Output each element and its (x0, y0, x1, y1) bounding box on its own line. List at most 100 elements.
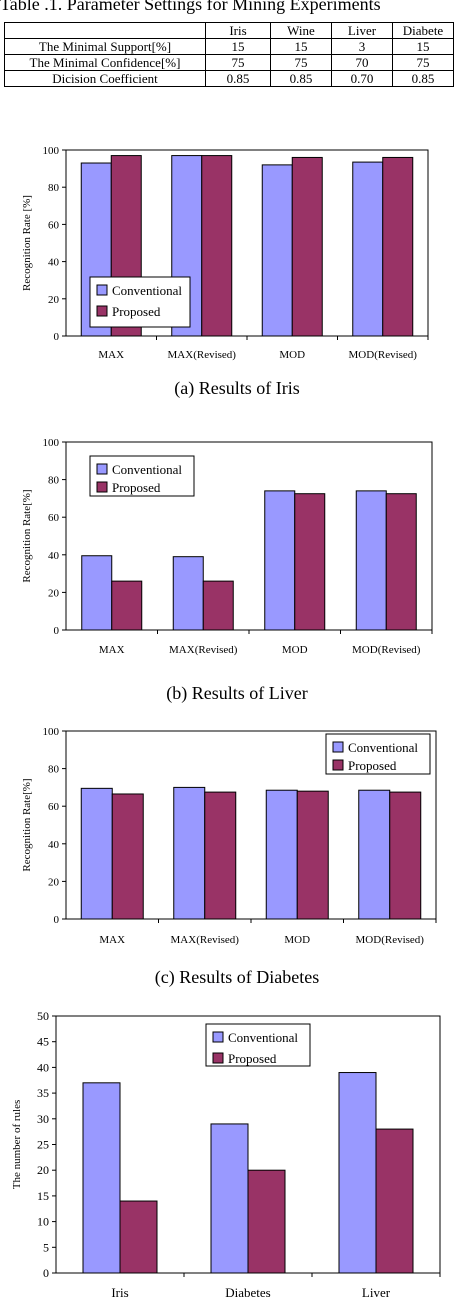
table-row-label: The Minimal Confidence[%] (4, 54, 206, 71)
table-header-row: Iris Wine Liver Diabete (4, 22, 454, 39)
y-tick-label: 30 (37, 1112, 49, 1126)
legend-swatch-proposed (96, 305, 108, 317)
x-tick-label: MOD (284, 934, 310, 946)
y-tick-label: 40 (37, 1060, 49, 1074)
legend-swatch-proposed (212, 1052, 224, 1064)
y-tick-label: 15 (37, 1189, 49, 1203)
x-tick-label: MOD(Revised) (356, 934, 425, 946)
x-tick-label: MOD(Revised) (352, 644, 421, 656)
bar-conventional (261, 164, 293, 337)
bar-proposed (375, 1128, 414, 1274)
bar-proposed (201, 155, 233, 337)
legend-label: Proposed (348, 758, 397, 773)
y-tick-label: 100 (43, 145, 60, 157)
x-tick-label: MAX (99, 934, 125, 946)
legend-box (89, 455, 195, 497)
legend-swatch-conventional (96, 463, 108, 475)
x-tick-label: Iris (111, 1285, 128, 1299)
x-tick-label: Liver (362, 1285, 391, 1299)
y-tick-label: 60 (48, 219, 60, 231)
legend-label: Proposed (112, 304, 161, 319)
chart-caption: (a) Results of Iris (174, 378, 299, 399)
y-tick-label: 80 (48, 182, 60, 194)
legend-label: Proposed (112, 480, 161, 495)
x-tick-label: MOD (279, 349, 305, 361)
table-header-cell: Diabete (392, 22, 454, 39)
bar-conventional (265, 789, 298, 920)
y-tick-label: 80 (48, 764, 60, 776)
y-tick-label: 60 (48, 512, 60, 524)
y-tick-label: 60 (48, 801, 60, 813)
y-tick-label: 20 (48, 294, 60, 306)
bar-conventional (172, 556, 204, 631)
x-tick-label: MOD(Revised) (349, 349, 418, 361)
y-tick-label: 0 (54, 331, 60, 343)
legend-swatch-conventional (212, 1031, 224, 1043)
bar-conventional (352, 161, 384, 337)
legend-label: Conventional (112, 462, 182, 477)
chart-caption: (b) Results of Liver (166, 683, 307, 704)
y-axis-label: The number of rules (11, 1100, 23, 1190)
y-tick-label: 50 (37, 1009, 49, 1023)
legend-label: Conventional (112, 283, 182, 298)
y-tick-label: 100 (43, 437, 60, 449)
bar-proposed (247, 1169, 286, 1274)
y-tick-label: 45 (37, 1035, 49, 1049)
y-tick-label: 0 (54, 914, 60, 926)
legend-swatch-conventional (332, 741, 344, 753)
bar-conventional (358, 789, 391, 920)
table-cell: 0.85 (392, 70, 454, 87)
bar-conventional (173, 786, 206, 920)
bar-conventional (355, 490, 387, 631)
y-tick-label: 5 (43, 1240, 49, 1254)
x-tick-label: MAX(Revised) (171, 934, 240, 946)
x-tick-label: MAX (99, 644, 125, 656)
bar-proposed (389, 791, 422, 920)
y-tick-label: 10 (37, 1215, 49, 1229)
table-cell: 15 (392, 38, 454, 55)
bar-conventional (81, 555, 113, 631)
y-tick-label: 20 (37, 1163, 49, 1177)
y-tick-label: 25 (37, 1138, 49, 1152)
y-axis-label: Recognition Rate[%] (21, 778, 33, 871)
y-axis-label: Recognition Rate[%] (21, 489, 33, 582)
bar-proposed (385, 493, 417, 631)
y-tick-label: 100 (43, 726, 60, 738)
bar-proposed (382, 156, 414, 337)
y-tick-label: 40 (48, 257, 60, 269)
legend-swatch-proposed (96, 481, 108, 493)
legend-swatch-proposed (332, 759, 344, 771)
y-tick-label: 40 (48, 550, 60, 562)
legend-label: Conventional (228, 1030, 298, 1045)
bar-conventional (210, 1123, 249, 1274)
bar-proposed (111, 580, 143, 631)
y-axis-label: Recognition Rate [%] (21, 195, 33, 291)
table-cell: 0.70 (331, 70, 393, 87)
bar-conventional (338, 1072, 377, 1274)
table-caption: Table .1. Parameter Settings for Mining … (0, 0, 381, 14)
y-tick-label: 20 (48, 587, 60, 599)
bar-proposed (119, 1200, 158, 1274)
y-tick-label: 35 (37, 1086, 49, 1100)
y-tick-label: 80 (48, 475, 60, 487)
legend-label: Proposed (228, 1051, 277, 1066)
bar-proposed (291, 156, 323, 337)
x-tick-label: MAX (98, 349, 124, 361)
legend-swatch-conventional (96, 284, 108, 296)
bar-proposed (296, 790, 329, 920)
x-tick-label: MAX(Revised) (168, 349, 237, 361)
parameter-table: Iris Wine Liver Diabete The Minimal Supp… (4, 22, 454, 87)
x-tick-label: MOD (282, 644, 308, 656)
bar-conventional (82, 1082, 121, 1274)
bar-proposed (204, 791, 237, 920)
legend-label: Conventional (348, 740, 418, 755)
table-row: Dicision Coefficient 0.85 0.85 0.70 0.85 (4, 70, 454, 87)
bar-proposed (111, 793, 144, 920)
chart-caption: (c) Results of Diabetes (155, 967, 319, 988)
y-tick-label: 0 (54, 625, 60, 637)
bar-proposed (202, 580, 234, 631)
y-tick-label: 40 (48, 839, 60, 851)
y-tick-label: 20 (48, 876, 60, 888)
table-row-label: Dicision Coefficient (4, 70, 206, 87)
